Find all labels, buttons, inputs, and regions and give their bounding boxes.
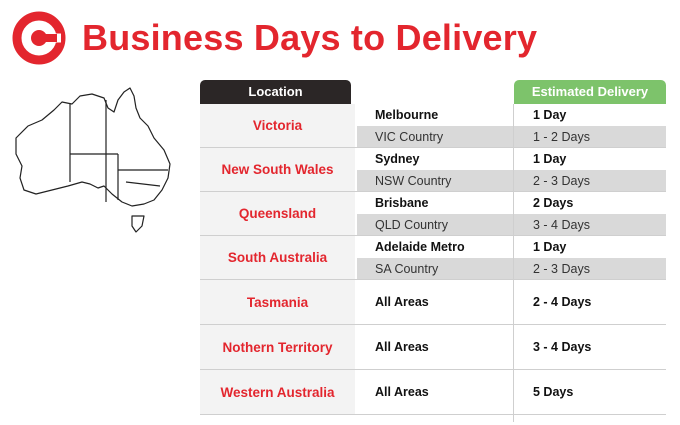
sub-row: Adelaide Metro 1 Day: [357, 236, 666, 257]
area-cell: All Areas: [375, 385, 429, 399]
sub-row: SA Country 2 - 3 Days: [357, 258, 666, 279]
single-row: All Areas 2 - 4 Days: [357, 280, 666, 324]
table-row: New South Wales Sydney 1 Day NSW Country…: [200, 148, 666, 192]
location-column-header: Location: [200, 80, 351, 104]
table-row: Western Australia All Areas 5 Days: [200, 370, 666, 415]
area-cell: SA Country: [375, 261, 439, 276]
sub-row: QLD Country 3 - 4 Days: [357, 214, 666, 235]
area-cell: QLD Country: [375, 217, 448, 232]
days-cell: 1 Day: [533, 239, 567, 254]
single-row: All Areas 5 Days: [357, 370, 666, 414]
australia-map-icon: [15, 87, 171, 233]
days-cell: 5 Days: [533, 385, 574, 399]
area-cell: VIC Country: [375, 129, 444, 144]
location-cell: Tasmania: [200, 280, 355, 324]
page-title: Business Days to Delivery: [82, 17, 538, 58]
days-cell: 2 Days: [533, 195, 574, 210]
days-cell: 1 Day: [533, 107, 567, 122]
sub-row: NSW Country 2 - 3 Days: [357, 170, 666, 191]
days-cell: 1 - 2 Days: [533, 129, 590, 144]
table-row: Tasmania All Areas 2 - 4 Days: [200, 280, 666, 325]
area-cell: Adelaide Metro: [375, 239, 465, 254]
location-cell: Victoria: [200, 104, 355, 147]
area-cell: All Areas: [375, 295, 429, 309]
table-row: Queensland Brisbane 2 Days QLD Country 3…: [200, 192, 666, 236]
area-cell: All Areas: [375, 340, 429, 354]
days-cell: 2 - 4 Days: [533, 295, 592, 309]
location-cell: Queensland: [200, 192, 355, 235]
area-cell: Brisbane: [375, 195, 429, 210]
area-cell: Sydney: [375, 151, 420, 166]
table-header: Location Estimated Delivery: [200, 80, 666, 104]
location-cell: Nothern Territory: [200, 325, 355, 369]
days-cell: 2 - 3 Days: [533, 173, 590, 188]
single-row: All Areas 3 - 4 Days: [357, 325, 666, 369]
table-row: South Australia Adelaide Metro 1 Day SA …: [200, 236, 666, 280]
table-row: Nothern Territory All Areas 3 - 4 Days: [200, 325, 666, 370]
delivery-table: Location Estimated Delivery Victoria Mel…: [200, 80, 666, 422]
estimated-delivery-column-header: Estimated Delivery: [514, 80, 666, 104]
column-divider: [513, 104, 514, 422]
sub-row: Brisbane 2 Days: [357, 192, 666, 213]
days-cell: 3 - 4 Days: [533, 340, 592, 354]
days-cell: 3 - 4 Days: [533, 217, 590, 232]
page-header: Business Days to Delivery: [10, 10, 537, 66]
area-cell: Melbourne: [375, 107, 439, 122]
sub-row: Melbourne 1 Day: [357, 104, 666, 125]
area-cell: NSW Country: [375, 173, 452, 188]
location-cell: New South Wales: [200, 148, 355, 191]
table-row: Victoria Melbourne 1 Day VIC Country 1 -…: [200, 104, 666, 148]
location-cell: South Australia: [200, 236, 355, 279]
sub-row: VIC Country 1 - 2 Days: [357, 126, 666, 147]
days-cell: 1 Day: [533, 151, 567, 166]
location-cell: Western Australia: [200, 370, 355, 414]
days-cell: 2 - 3 Days: [533, 261, 590, 276]
g-logo-icon: [12, 11, 66, 65]
sub-row: Sydney 1 Day: [357, 148, 666, 169]
